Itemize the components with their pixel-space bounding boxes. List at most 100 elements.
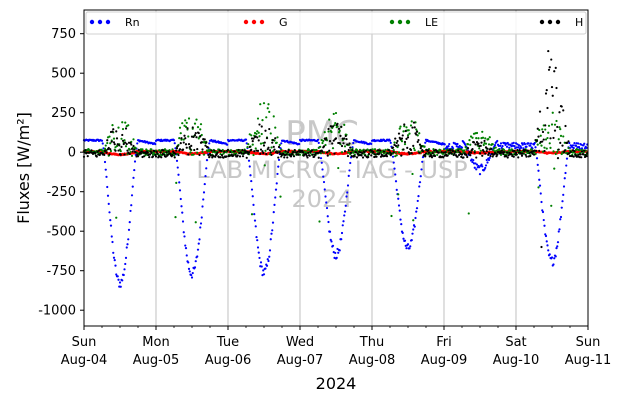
point-h (500, 149, 503, 152)
point-rn (392, 161, 395, 164)
point-h (292, 155, 296, 158)
point-h (193, 148, 196, 152)
point-h (555, 86, 558, 90)
point-h (379, 155, 383, 158)
point-h (289, 155, 293, 158)
point-le (442, 148, 446, 151)
point-rn (561, 200, 564, 203)
point-le (406, 134, 410, 137)
point-h (396, 139, 399, 143)
point-le (475, 137, 478, 140)
point-le (547, 124, 551, 127)
point-le (552, 150, 555, 153)
point-le (268, 110, 271, 113)
point-h (259, 148, 263, 151)
legend-marker (397, 19, 403, 25)
point-h (338, 141, 341, 145)
point-h (160, 156, 163, 159)
point-le (251, 143, 254, 146)
point-h (410, 152, 413, 155)
point-rn (475, 163, 479, 166)
point-rn (115, 273, 118, 276)
point-h (450, 152, 453, 155)
point-h (198, 153, 201, 157)
point-h (148, 153, 152, 156)
point-rn (408, 247, 411, 250)
point-h (514, 151, 518, 154)
point-le (423, 145, 426, 148)
legend-label: Rn (125, 16, 140, 29)
point-le (128, 148, 131, 151)
point-rn (577, 142, 580, 145)
point-rn (401, 231, 404, 235)
point-rn (487, 158, 491, 162)
point-le (471, 136, 474, 139)
plot-area (84, 10, 588, 326)
point-h (506, 156, 509, 159)
point-le (271, 150, 275, 153)
point-le (129, 150, 132, 154)
point-le (410, 120, 413, 123)
point-rn (397, 204, 401, 207)
point-rn (113, 258, 116, 262)
point-h (400, 154, 403, 157)
point-le (114, 146, 117, 149)
point-rn (395, 188, 398, 191)
point-h (572, 155, 575, 158)
point-h (237, 148, 240, 152)
point-rn (557, 230, 560, 233)
point-h (579, 153, 582, 156)
x-gridlines (155, 10, 517, 326)
point-rn (414, 216, 417, 220)
point-rn (125, 246, 128, 249)
point-rn (119, 285, 122, 288)
point-h (550, 58, 553, 61)
point-rn (199, 222, 203, 225)
point-le (376, 150, 380, 154)
point-rn (472, 158, 475, 162)
point-rn (191, 271, 194, 275)
point-h (132, 144, 135, 148)
point-h (538, 110, 542, 113)
point-h (159, 151, 162, 154)
point-h (580, 150, 584, 153)
point-h (548, 66, 551, 69)
point-rn (448, 142, 451, 146)
point-le (111, 124, 114, 127)
y-tick-label: -1000 (38, 304, 76, 319)
point-rn (247, 159, 251, 162)
point-h (542, 138, 545, 141)
point-rn (512, 141, 515, 144)
point-le (250, 134, 253, 137)
point-rn (400, 222, 403, 226)
point-rn (565, 164, 568, 167)
watermark-line-3: 2024 (291, 185, 352, 213)
point-rn (559, 218, 562, 221)
point-h (412, 121, 416, 124)
point-h (148, 156, 151, 159)
point-le (263, 164, 266, 167)
point-h (238, 155, 242, 158)
point-rn (277, 165, 280, 168)
point-rn (274, 188, 278, 191)
point-le (324, 143, 327, 147)
point-h (505, 151, 509, 154)
point-le (323, 131, 326, 134)
point-h (564, 124, 567, 128)
point-h (84, 148, 87, 152)
point-rn (255, 235, 258, 239)
y-axis-title: Fluxes [W/m²] (14, 112, 33, 224)
point-h (453, 152, 456, 155)
point-rn (328, 230, 332, 233)
point-le (481, 130, 484, 133)
point-h (325, 137, 328, 141)
point-rn (182, 231, 185, 234)
point-rn (343, 214, 346, 217)
point-h (583, 149, 586, 152)
point-rn (535, 157, 539, 160)
point-rn (226, 143, 229, 146)
point-h (293, 149, 296, 152)
point-rn (258, 256, 261, 260)
point-rn (475, 168, 478, 171)
point-h (401, 134, 404, 137)
